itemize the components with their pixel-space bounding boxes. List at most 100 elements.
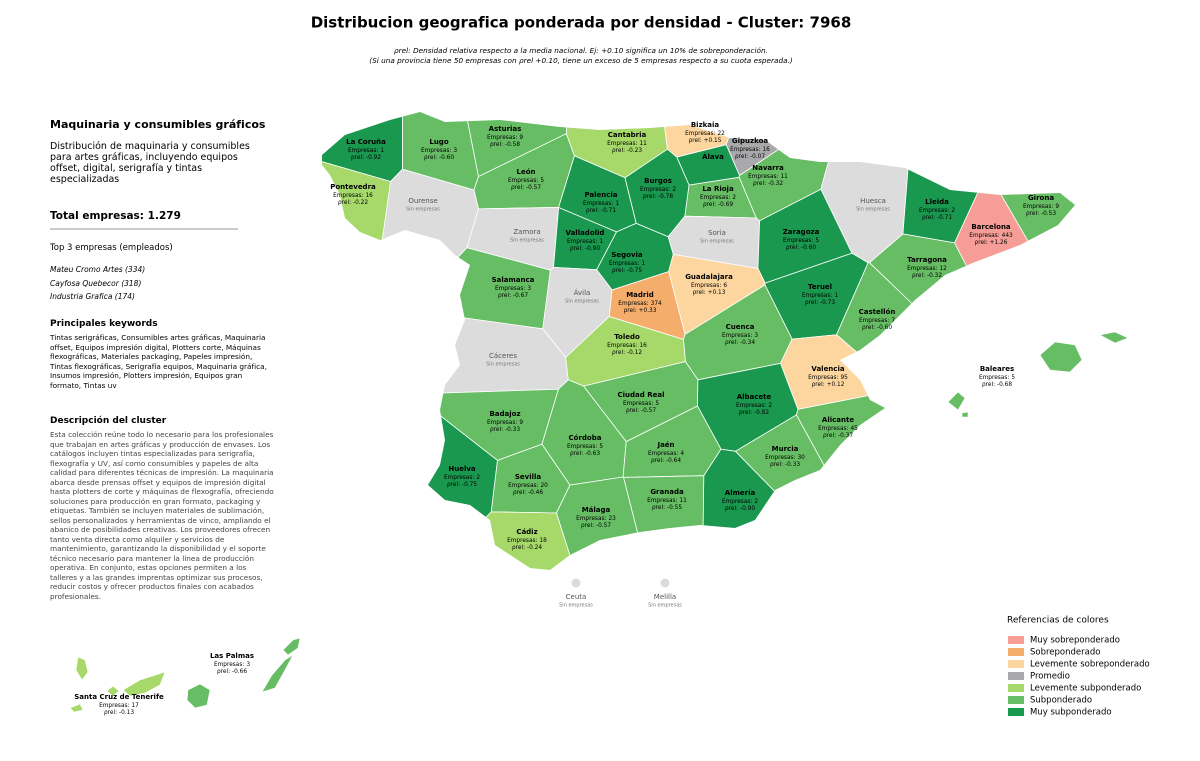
rho-value: -0.68: [997, 382, 1012, 388]
empresas-label: Empresas:: [647, 498, 677, 504]
rho-label: ρrel:: [703, 202, 716, 208]
empresas-label: Empresas:: [648, 451, 678, 457]
no-data-label: Sin empresas: [510, 238, 544, 244]
rho-value: -0.33: [785, 462, 800, 468]
empresas-value: 16: [365, 193, 373, 199]
empresas-value: 16: [639, 343, 647, 349]
empresas-line: Empresas: 2: [640, 187, 676, 193]
no-data-label: Sin empresas: [559, 603, 593, 609]
empresas-value: 1: [599, 239, 603, 245]
empresas-label: Empresas:: [700, 195, 730, 201]
rho-label: ρrel:: [805, 300, 818, 306]
rho-label: ρrel:: [651, 458, 664, 464]
empresas-line: Empresas: 16: [607, 343, 647, 349]
rho-value: -0.33: [505, 427, 520, 433]
empresas-line: Empresas: 4: [648, 451, 684, 457]
province-name: Jaén: [656, 441, 674, 449]
rho-label: ρrel:: [351, 155, 364, 161]
province-shape: [404, 511, 585, 570]
description: Esta colección reúne todo lo necesario p…: [50, 430, 274, 601]
empresas-value: 5: [599, 444, 603, 450]
empresas-value: 9: [519, 135, 523, 141]
rho-label: ρrel:: [624, 308, 637, 314]
empresas-value: 5: [655, 401, 659, 407]
rho-value: +0.13: [708, 290, 726, 296]
province-name: Pontevedra: [330, 183, 376, 191]
empresas-line: Empresas: 18: [507, 538, 547, 544]
empresas-value: 1: [380, 148, 384, 154]
rho-line: ρrel: +0.12: [812, 382, 845, 388]
province-name: Cádiz: [516, 528, 537, 536]
empresas-value: 5: [540, 178, 544, 184]
province-name: Barcelona: [971, 223, 1011, 231]
empresas-line: Empresas: 5: [508, 178, 544, 184]
empresas-label: Empresas:: [859, 318, 889, 324]
province-name: Girona: [1028, 194, 1054, 202]
rho-line: ρrel: -0.34: [725, 340, 755, 346]
rho-line: ρrel: -0.63: [570, 451, 600, 457]
rho-line: ρrel: +0.15: [689, 138, 722, 144]
empresas-line: Empresas: 3: [214, 662, 250, 668]
rho-line: ρrel: -0.67: [498, 293, 528, 299]
province-name: Santa Cruz de Tenerife: [74, 693, 164, 701]
province-name: Gipuzkoa: [732, 137, 768, 145]
empresas-value: 7: [891, 318, 895, 324]
province-shape: [186, 683, 211, 709]
rho-label: ρrel:: [693, 290, 706, 296]
province-name: Lleida: [925, 198, 949, 206]
empresas-value: 1: [834, 293, 838, 299]
rho-label: ρrel:: [982, 382, 995, 388]
empresas-line: Empresas: 1: [348, 148, 384, 154]
rho-label: ρrel:: [725, 340, 738, 346]
empresas-value: 30: [797, 455, 805, 461]
empresas-value: 5: [815, 238, 819, 244]
empresas-line: Empresas: 22: [685, 131, 725, 137]
province-shape: [282, 637, 301, 656]
rho-value: +0.15: [704, 138, 722, 144]
province-name: Navarra: [752, 164, 784, 172]
rho-label: ρrel:: [922, 215, 935, 221]
empresas-label: Empresas:: [722, 333, 752, 339]
empresas-line: Empresas: 11: [748, 174, 788, 180]
empresas-label: Empresas:: [1023, 204, 1053, 210]
empresas-label: Empresas:: [444, 475, 474, 481]
empresas-label: Empresas:: [783, 238, 813, 244]
empresas-value: 2: [476, 475, 480, 481]
province-name: Huelva: [448, 465, 476, 473]
empresas-line: Empresas: 2: [736, 403, 772, 409]
rho-label: ρrel:: [786, 245, 799, 251]
empresas-label: Empresas:: [907, 266, 937, 272]
province-name: Zamora: [513, 228, 540, 236]
rho-line: ρrel: -0.33: [770, 462, 800, 468]
rho-value: -0.71: [601, 208, 616, 214]
province-name: Álava: [702, 152, 724, 161]
empresas-value: 45: [850, 426, 858, 432]
empresas-value: 20: [540, 483, 548, 489]
province-name: Palencia: [584, 191, 617, 199]
province-name: Murcia: [772, 445, 799, 453]
rho-value: -0.22: [353, 200, 368, 206]
rho-value: -0.57: [641, 408, 656, 414]
empresas-label: Empresas:: [333, 193, 363, 199]
empresas-line: Empresas: 2: [444, 475, 480, 481]
province-shape: [571, 578, 581, 588]
empresas-line: Empresas: 9: [1023, 204, 1059, 210]
rho-value: +1.26: [990, 240, 1008, 246]
rho-label: ρrel:: [490, 427, 503, 433]
rho-line: ρrel: -0.07: [735, 154, 765, 160]
no-data-label: Sin empresas: [700, 239, 734, 245]
legend-label: Muy subponderado: [1030, 708, 1112, 718]
province-name: León: [516, 168, 535, 176]
rho-label: ρrel:: [581, 523, 594, 529]
keywords-title: Principales keywords: [50, 319, 158, 329]
rho-label: ρrel:: [735, 154, 748, 160]
total: Total empresas: 1.279: [50, 210, 275, 222]
top-item: Industria Grafica (174): [50, 292, 135, 301]
rho-label: ρrel:: [612, 268, 625, 274]
peninsula: [322, 112, 1075, 570]
province-shape: [1099, 331, 1129, 344]
legend-label: Sobreponderado: [1030, 648, 1100, 658]
empresas-value: 1: [641, 261, 645, 267]
province-shape: [106, 685, 120, 697]
rho-value: -0.34: [740, 340, 755, 346]
